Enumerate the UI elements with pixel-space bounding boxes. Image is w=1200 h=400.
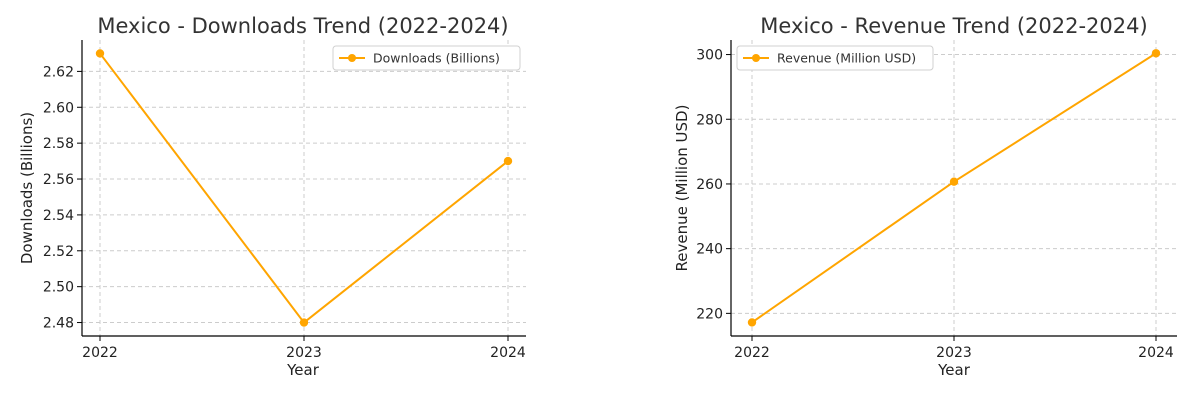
chart-title: Mexico - Revenue Trend (2022-2024) [760,14,1147,38]
legend: Revenue (Million USD) [736,45,934,71]
chart-title: Mexico - Downloads Trend (2022-2024) [97,14,508,38]
y-tick-label: 2.62 [43,64,74,80]
revenue-chart-panel: Mexico - Revenue Trend (2022-2024) Year … [600,0,1200,400]
axis-ticks: 2022 2023 2024 2.48 2.50 2.52 2.54 2.56 2.58 2.60… [43,64,526,361]
x-tick-label: 2024 [490,345,526,361]
data-point [747,318,757,327]
data-point [1151,49,1161,58]
downloads-chart: Mexico - Downloads Trend (2022-2024) Yea… [18,14,526,379]
y-tick-label: 2.60 [43,100,74,116]
data-point [503,156,513,166]
y-tick-label: 2.50 [43,280,74,296]
x-tick-label: 2024 [1138,345,1174,361]
y-tick-label: 2.52 [43,244,74,260]
y-tick-label: 2.48 [43,316,74,332]
x-tick-label: 2023 [936,345,972,361]
legend-label: Revenue (Million USD) [777,51,916,66]
legend: Downloads (Billions) [332,45,521,71]
y-tick-label: 220 [696,306,723,322]
y-tick-label: 260 [696,177,723,193]
y-tick-label: 2.54 [43,208,74,224]
grid-lines [82,40,526,336]
y-tick-label: 240 [696,242,723,258]
data-point [949,177,959,186]
y-tick-label: 280 [696,112,723,128]
data-point [299,318,309,327]
y-axis-label: Revenue (Million USD) [673,105,691,272]
y-tick-label: 2.56 [43,172,74,188]
legend-box [332,45,521,71]
x-tick-label: 2022 [82,345,118,361]
y-tick-label: 300 [696,48,723,64]
legend-marker [752,54,760,62]
legend-box [736,45,934,71]
x-axis-label: Year [937,361,971,379]
data-point [95,49,105,58]
x-tick-label: 2023 [286,345,322,361]
grid-lines [731,40,1177,336]
x-tick-label: 2022 [734,345,770,361]
y-axis-label: Downloads (Billions) [18,112,36,264]
revenue-chart: Mexico - Revenue Trend (2022-2024) Year … [673,14,1177,379]
legend-marker [348,54,356,62]
legend-label: Downloads (Billions) [373,51,500,66]
y-tick-label: 2.58 [43,136,74,152]
axis-ticks: 2022 2023 2024 220 240 260 280 300 [696,48,1174,361]
x-axis-label: Year [286,361,320,379]
downloads-chart-panel: Mexico - Downloads Trend (2022-2024) Yea… [18,14,526,379]
